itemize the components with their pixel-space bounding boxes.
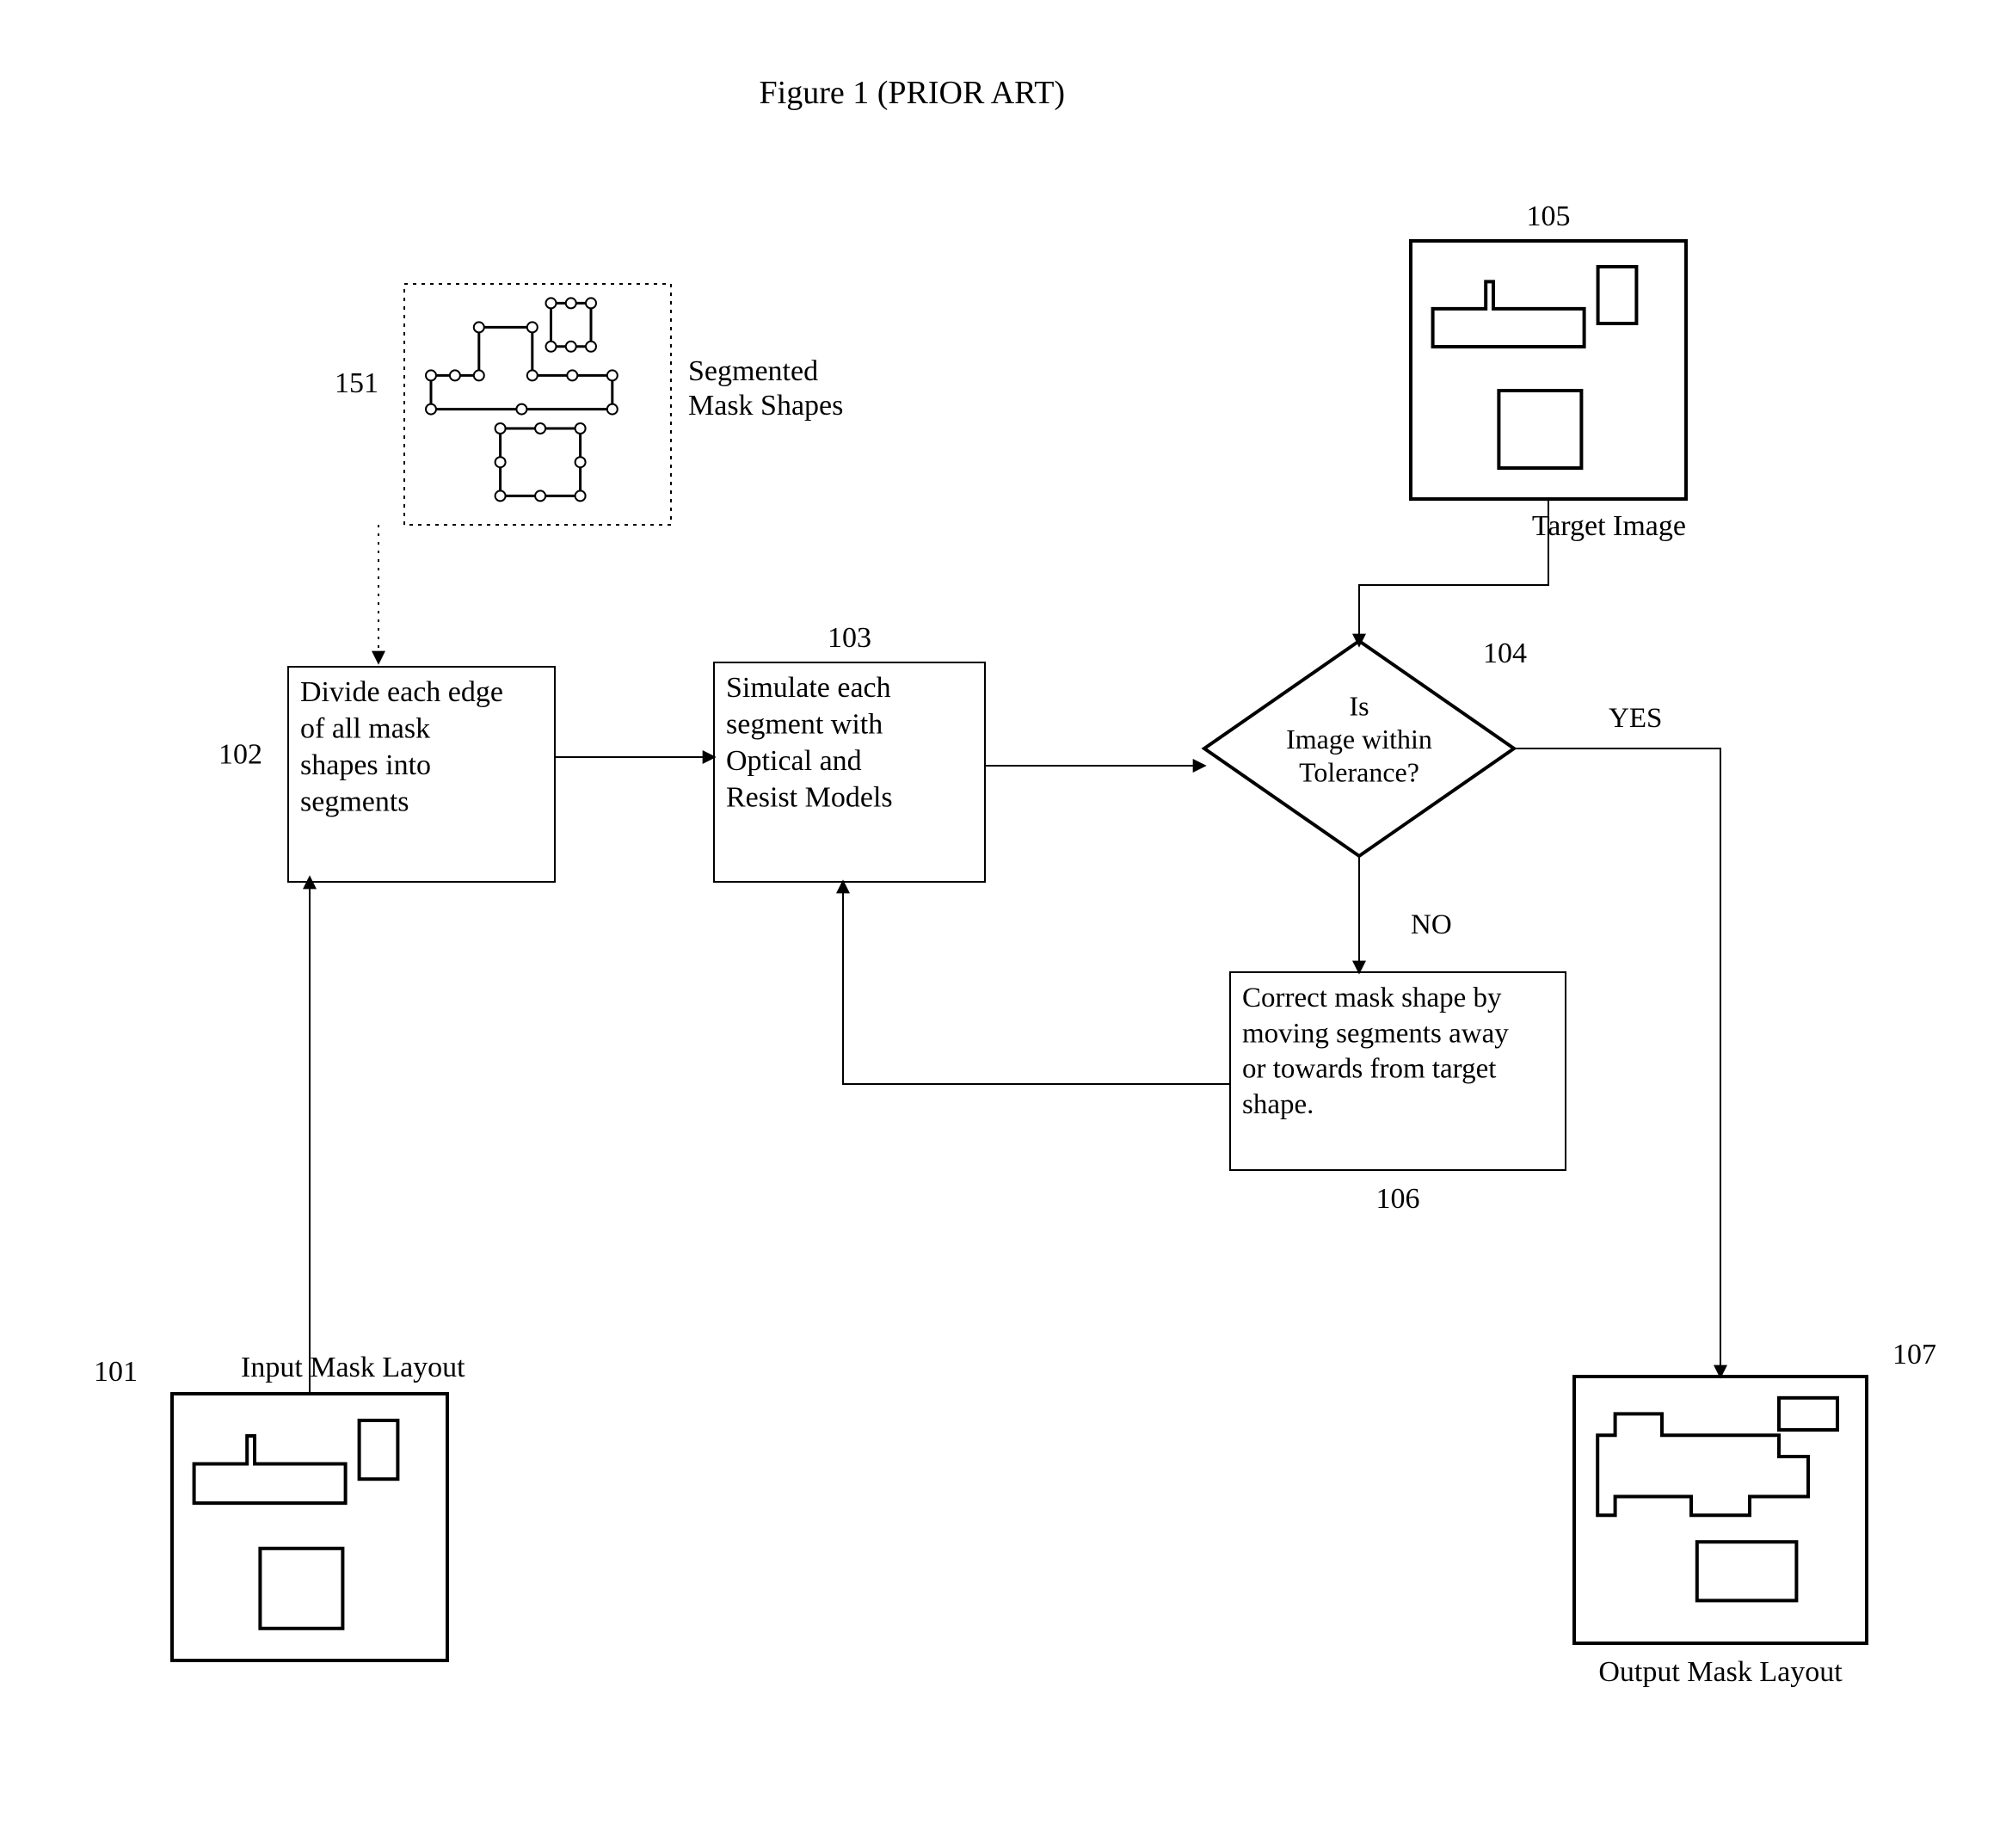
node-id-label: 101	[94, 1356, 138, 1388]
node-id-label: 104	[1483, 638, 1527, 669]
svg-text:SegmentedMask Shapes: SegmentedMask Shapes	[688, 355, 843, 422]
edge-n106-n103	[843, 882, 1230, 1084]
node-102: Divide each edgeof all maskshapes intose…	[288, 667, 555, 882]
plain-mask-icon	[172, 1394, 447, 1660]
node-id-label: 103	[828, 622, 871, 654]
node-id-label: 151	[335, 367, 378, 399]
svg-text:Simulate eachsegment withOptic: Simulate eachsegment withOptical andResi…	[726, 672, 893, 814]
node-105: Target Image	[1411, 241, 1686, 542]
svg-text:Target Image: Target Image	[1532, 510, 1686, 542]
node-id-label: 102	[218, 739, 262, 771]
plain-mask-icon	[1411, 241, 1686, 499]
decision-text: Is	[1349, 691, 1369, 722]
node-104: IsImage withinTolerance?	[1204, 641, 1514, 856]
node-id-label: 107	[1892, 1339, 1936, 1371]
node-101: Input Mask Layout	[172, 1352, 465, 1660]
edge-n105-n104	[1359, 499, 1548, 645]
svg-text:Divide each edgeof all masksha: Divide each edgeof all maskshapes intose…	[300, 676, 503, 818]
node-151: SegmentedMask Shapes	[404, 284, 843, 525]
segmented-mask-icon	[404, 284, 671, 525]
svg-text:Correct mask shape bymoving se: Correct mask shape bymoving segments awa…	[1242, 983, 1509, 1120]
node-106: Correct mask shape bymoving segments awa…	[1230, 972, 1566, 1170]
node-id-label: 106	[1376, 1183, 1420, 1215]
node-103: Simulate eachsegment withOptical andResi…	[714, 662, 985, 882]
node-107: Output Mask Layout	[1574, 1377, 1867, 1688]
figure-title: Figure 1 (PRIOR ART)	[760, 75, 1066, 111]
svg-text:Output Mask Layout: Output Mask Layout	[1598, 1656, 1843, 1688]
edge-label: NO	[1411, 909, 1452, 940]
node-id-label: 105	[1527, 200, 1571, 232]
edge-label: YES	[1609, 703, 1662, 734]
edge-n104-n107	[1514, 748, 1720, 1377]
corrected-mask-icon	[1574, 1377, 1867, 1643]
decision-text: Tolerance?	[1299, 756, 1419, 787]
decision-text: Image within	[1286, 724, 1432, 755]
svg-text:Input Mask Layout: Input Mask Layout	[241, 1352, 465, 1383]
